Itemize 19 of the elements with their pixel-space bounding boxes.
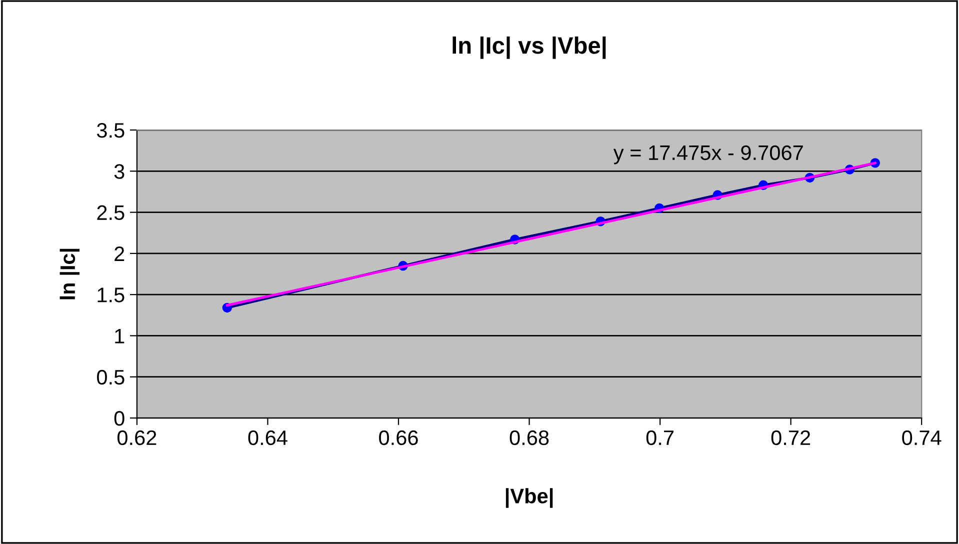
x-tick-label: 0.62 bbox=[117, 430, 156, 446]
x-tick-label: 0.74 bbox=[902, 430, 942, 446]
y-tick-label: 3.5 bbox=[96, 123, 124, 138]
x-tick-label: 0.68 bbox=[510, 430, 549, 446]
chart-title: ln |Ic| vs |Vbe| bbox=[452, 36, 606, 59]
y-axis-title: ln |Ic| bbox=[60, 248, 80, 300]
y-tick-label: 2.5 bbox=[97, 205, 124, 220]
x-axis-title: |Vbe| bbox=[506, 488, 553, 508]
x-tick-label: 0.7 bbox=[646, 430, 674, 446]
y-tick-label: 2 bbox=[114, 246, 124, 261]
annotation: y = 17.475x - 9.7067 bbox=[613, 145, 803, 164]
x-tick-label: 0.72 bbox=[771, 430, 810, 446]
y-tick-label: 0 bbox=[114, 411, 124, 426]
y-tick-label: 0.5 bbox=[96, 370, 124, 385]
y-tick-label: 1.5 bbox=[98, 288, 124, 302]
y-tick-label: 1 bbox=[115, 328, 124, 344]
x-tick-label: 0.66 bbox=[379, 430, 418, 446]
y-tick-label: 3 bbox=[114, 164, 124, 179]
x-tick-label: 0.64 bbox=[248, 430, 288, 446]
